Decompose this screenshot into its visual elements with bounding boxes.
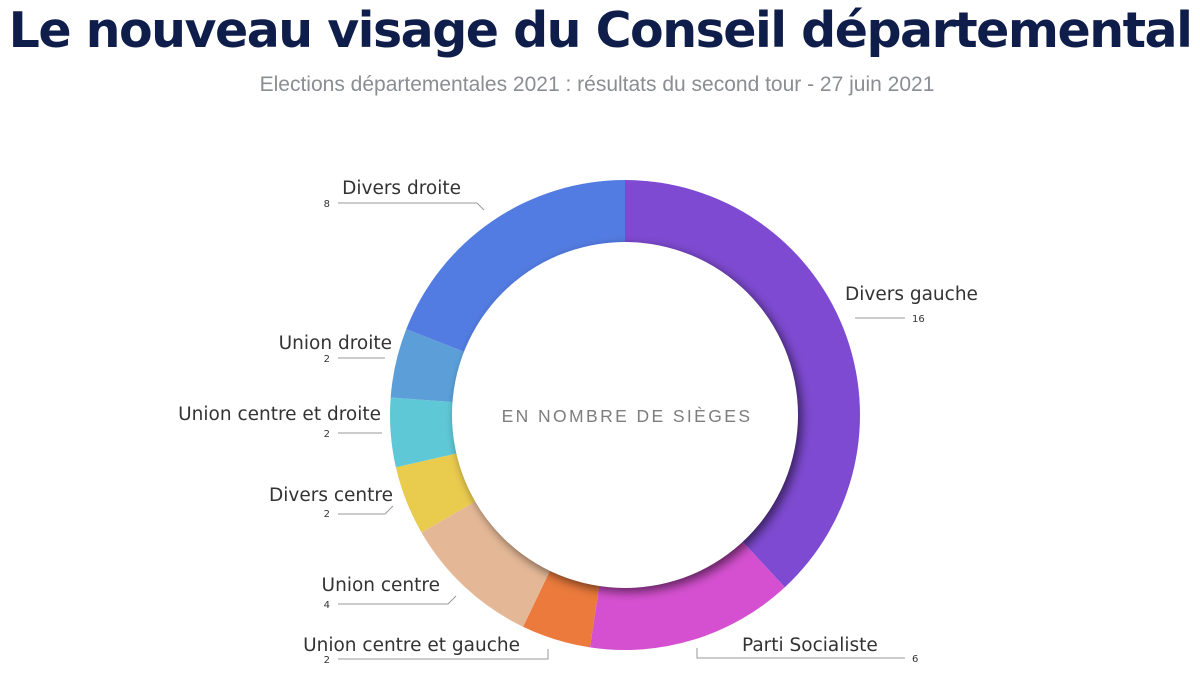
slice-label-union-centre: Union centre <box>322 575 440 596</box>
slice-divers-droite <box>406 179 625 357</box>
slice-parti-socialiste <box>589 532 785 650</box>
donut-hole <box>452 242 798 588</box>
slice-value-union-centre-et-gauche: 2 <box>324 655 330 666</box>
slice-label-union-centre-et-gauche: Union centre et gauche <box>303 635 520 656</box>
slice-label-union-droite: Union droite <box>279 333 392 354</box>
slice-value-divers-centre: 2 <box>324 509 330 520</box>
slice-value-parti-socialiste: 6 <box>912 654 918 665</box>
leader-line-parti-socialiste <box>696 648 905 659</box>
slice-label-divers-gauche: Divers gauche <box>845 284 978 305</box>
slices-layer <box>389 179 860 650</box>
leader-line-union-centre <box>338 595 457 605</box>
slice-union-centre-et-droite <box>389 397 470 468</box>
labels-layer: Divers gauche 16 Parti Socialiste 6 Union ce… <box>178 178 978 666</box>
center-label: EN NOMBRE DE SIÈGES <box>502 406 753 426</box>
slice-label-divers-centre: Divers centre <box>269 485 393 506</box>
slice-union-centre <box>421 495 556 627</box>
slice-label-divers-droite: Divers droite <box>342 178 461 199</box>
slice-divers-gauche <box>625 180 860 588</box>
slice-value-union-centre: 4 <box>324 600 330 611</box>
slice-value-union-centre-et-droite: 2 <box>324 429 330 440</box>
chart-title: Le nouveau visage du Conseil département… <box>8 2 1193 59</box>
chart-subtitle: Elections départementales 2021 : résulta… <box>259 73 935 96</box>
leader-line-union-centre-et-gauche <box>338 649 549 660</box>
slice-value-divers-droite: 8 <box>324 199 330 210</box>
leader-line-divers-droite <box>338 202 485 211</box>
slice-label-parti-socialiste: Parti Socialiste <box>742 635 878 656</box>
slice-value-divers-gauche: 16 <box>912 314 925 325</box>
leader-line-divers-centre <box>338 505 394 515</box>
slice-label-union-centre-et-droite: Union centre et droite <box>178 404 381 425</box>
slice-value-union-droite: 2 <box>324 354 330 365</box>
